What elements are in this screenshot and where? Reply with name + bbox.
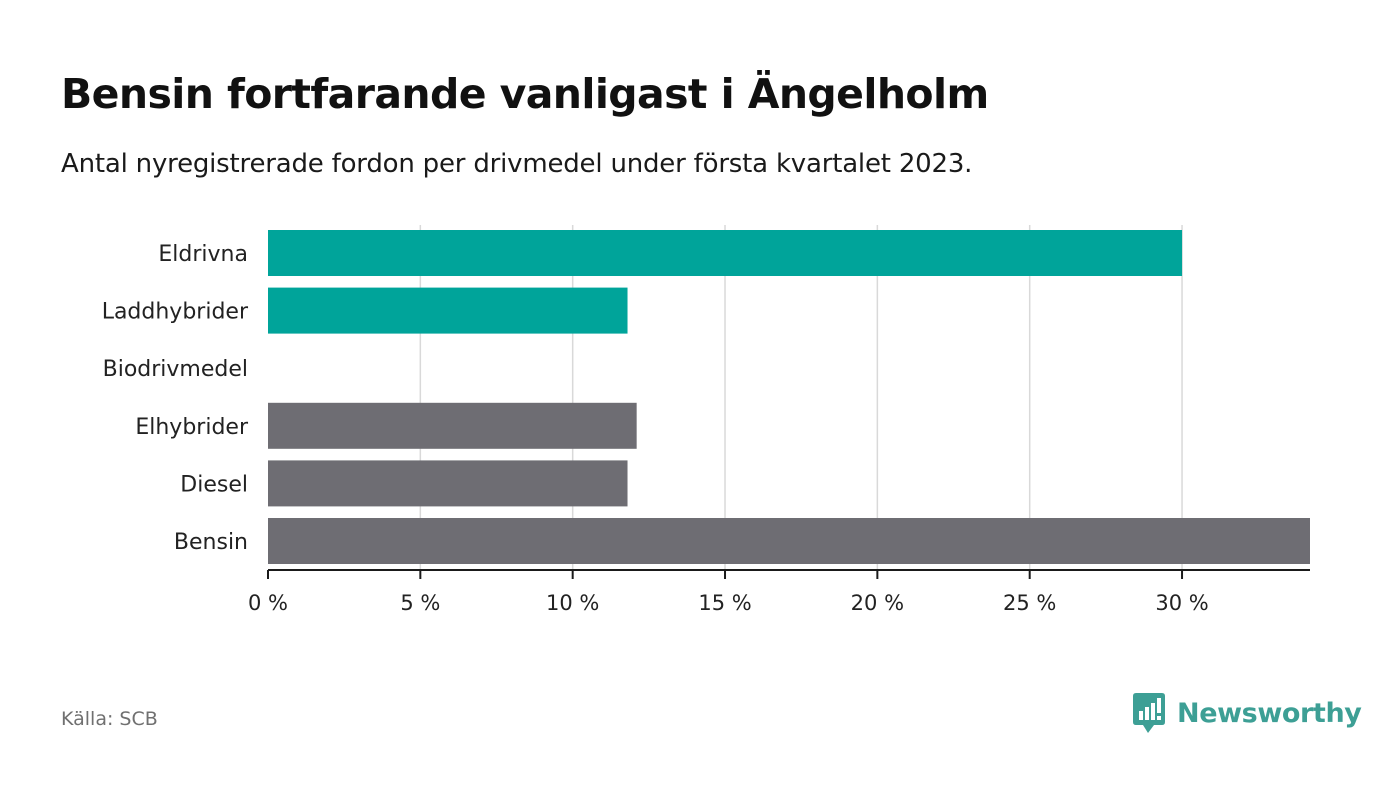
chart-subtitle: Antal nyregistrerade fordon per drivmede… bbox=[61, 149, 973, 179]
x-tick-label: 15 % bbox=[698, 591, 751, 615]
category-label: Bensin bbox=[174, 530, 248, 555]
bar-elhybrider bbox=[268, 402, 637, 449]
bar-chart: Eldrivna Laddhybrider Biodrivmedel Elhybrid… bbox=[102, 225, 1310, 615]
category-labels: Eldrivna Laddhybrider Biodrivmedel Elhybrid… bbox=[102, 242, 249, 555]
bar-eldrivna bbox=[268, 230, 1183, 276]
category-label: Eldrivna bbox=[158, 242, 248, 267]
bar-laddhybrider bbox=[268, 287, 628, 334]
x-tick-label: 0 % bbox=[248, 591, 288, 615]
x-tick-label: 30 % bbox=[1155, 591, 1208, 615]
brand-logo: Newsworthy bbox=[1132, 692, 1362, 734]
category-label: Biodrivmedel bbox=[103, 357, 248, 382]
newsworthy-logo-icon bbox=[1133, 693, 1165, 733]
category-label: Elhybrider bbox=[135, 415, 249, 440]
category-label: Diesel bbox=[180, 472, 248, 497]
x-axis: 0 % 5 % 10 % 15 % 20 % 25 % 30 % bbox=[248, 569, 1310, 615]
bar-bensin bbox=[268, 518, 1310, 564]
x-tick-label: 25 % bbox=[1003, 591, 1056, 615]
grid-lines bbox=[419, 225, 1183, 570]
source-note: Källa: SCB bbox=[61, 708, 158, 730]
x-tick-label: 5 % bbox=[400, 591, 440, 615]
chart-title: Bensin fortfarande vanligast i Ängelholm bbox=[61, 70, 989, 118]
brand-name: Newsworthy bbox=[1177, 697, 1362, 729]
x-tick-label: 20 % bbox=[851, 591, 904, 615]
x-tick-label: 10 % bbox=[546, 591, 599, 615]
category-label: Laddhybrider bbox=[102, 300, 249, 325]
bars bbox=[268, 230, 1310, 564]
bar-diesel bbox=[268, 460, 628, 507]
